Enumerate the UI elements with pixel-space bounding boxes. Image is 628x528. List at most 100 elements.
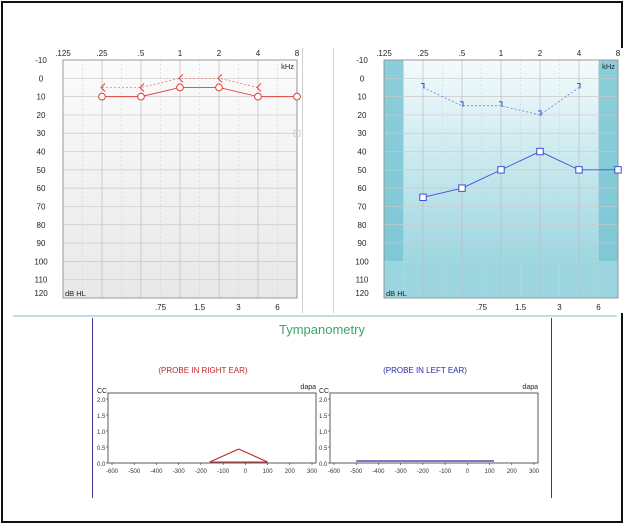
x-tick-label: -400: [150, 469, 163, 475]
db-label: 100: [355, 257, 369, 266]
freq-label: 3: [236, 303, 241, 312]
y-tick-label: 2.0: [97, 398, 106, 404]
x-tick-label: -200: [195, 469, 208, 475]
db-label: 120: [355, 289, 369, 298]
db-label: 100: [34, 257, 48, 266]
x-tick-label: -100: [217, 469, 230, 475]
freq-label: .75: [476, 303, 488, 312]
db-label: 60: [37, 184, 46, 193]
freq-label: .25: [417, 49, 429, 58]
bone-conduction-marker: [577, 82, 581, 89]
y-tick-label: 1.0: [319, 430, 328, 436]
low-freq-band: [384, 60, 404, 298]
bone-conduction-marker: [139, 83, 145, 92]
y-tick-label: 2.0: [319, 398, 328, 404]
y-tick-label: 0.0: [319, 462, 328, 468]
bone-conduction-marker: [499, 101, 503, 107]
db-label: 20: [37, 111, 46, 120]
freq-label: 3: [557, 303, 562, 312]
x-tick-label: -500: [350, 469, 363, 475]
db-label: 0: [360, 74, 365, 83]
freq-label: 1.5: [194, 303, 206, 312]
freq-label: 2: [217, 49, 222, 58]
y-tick-label: 0.0: [97, 462, 106, 468]
x-tick-label: 100: [485, 469, 496, 475]
tymp-plot-area: [329, 392, 539, 464]
tympanometry-charts: (PROBE IN RIGHT EAR)CCdapa2.01.51.00.50.…: [97, 366, 540, 475]
cc-unit-label: CC: [97, 388, 107, 395]
freq-label: .5: [138, 49, 145, 58]
dapa-unit-label: dapa: [522, 384, 538, 391]
audiogram-border: [62, 59, 298, 299]
db-label: 110: [35, 276, 48, 285]
db-label: 30: [358, 129, 367, 138]
freq-label: .5: [459, 49, 466, 58]
db-label: 10: [358, 93, 367, 102]
bone-conduction-marker: [460, 101, 464, 107]
air-conduction-line: [422, 151, 618, 198]
x-tick-label: -600: [328, 469, 341, 475]
bone-conduction-marker: [538, 110, 542, 116]
bone-conduction-marker: [256, 83, 262, 92]
x-tick-label: -100: [439, 469, 452, 475]
db-label: 20: [358, 111, 367, 120]
db-label: 40: [37, 148, 46, 157]
freq-label: 4: [256, 49, 261, 58]
db-label: 120: [34, 289, 48, 298]
bone-conduction-marker: [421, 82, 425, 89]
x-tick-label: -300: [395, 469, 408, 475]
bone-conduction-marker: [100, 83, 106, 92]
freq-label: 6: [596, 303, 601, 312]
db-label: 60: [358, 184, 367, 193]
air-conduction-marker: [293, 92, 301, 101]
db-label: 10: [37, 93, 46, 102]
db-label: -10: [356, 56, 368, 65]
freq-label: 1: [499, 49, 504, 58]
probe-label: (PROBE IN LEFT EAR): [383, 366, 467, 375]
db-label: 40: [358, 148, 367, 157]
x-tick-label: -200: [417, 469, 430, 475]
air-conduction-marker: [536, 147, 544, 156]
freq-label: 4: [577, 49, 582, 58]
db-label: 0: [39, 74, 44, 83]
cursor-marker: [293, 129, 301, 137]
x-tick-label: 300: [307, 469, 318, 475]
freq-label: 1.5: [515, 303, 527, 312]
air-conduction-marker: [614, 166, 622, 174]
freq-label: 8: [616, 49, 621, 58]
khz-label: kHz: [602, 62, 615, 71]
tymp-plot-area: [107, 392, 317, 464]
tymp-curve: [238, 448, 268, 463]
air-conduction-marker: [215, 83, 223, 92]
air-conduction-marker: [575, 166, 583, 174]
x-tick-label: 0: [244, 469, 248, 475]
left-ear-audiogram-chart: .125 .25 .5 1 2 4 8 .75 1.5 3 6 -10 0 10 20 30 40 50 60 70 8…: [355, 49, 622, 312]
freq-label: .125: [376, 49, 392, 58]
db-hl-label: dB HL: [386, 289, 407, 298]
air-conduction-marker: [497, 166, 505, 174]
report-frame: .125.25.5 1 2 4 8.75 1.5 3 6 -10 0 10 20 30 40 50 60 70 8…: [1, 1, 623, 523]
air-conduction-marker: [458, 184, 466, 192]
y-tick-label: 0.5: [97, 446, 106, 452]
x-tick-label: 300: [529, 469, 540, 475]
high-freq-band: [598, 60, 618, 298]
air-conduction-marker: [98, 92, 106, 101]
audiogram-border: [383, 59, 619, 299]
db-label: 50: [358, 166, 367, 175]
x-tick-label: -500: [128, 469, 141, 475]
db-label: 70: [37, 202, 46, 211]
y-tick-label: 1.5: [97, 414, 106, 420]
db-label: 90: [37, 239, 46, 248]
khz-label: kHz: [281, 62, 294, 71]
bone-conduction-marker: [178, 73, 184, 83]
x-tick-label: 200: [507, 469, 518, 475]
db-label: 50: [37, 166, 46, 175]
air-conduction-marker: [419, 193, 427, 202]
bone-conduction-marker: [217, 73, 223, 83]
y-tick-label: 0.5: [319, 446, 328, 452]
x-tick-label: -400: [372, 469, 385, 475]
freq-label: .75: [155, 303, 167, 312]
db-label: 30: [37, 129, 46, 138]
bone-conduction-line: [422, 87, 580, 116]
db-hl-label: dB HL: [65, 289, 86, 298]
